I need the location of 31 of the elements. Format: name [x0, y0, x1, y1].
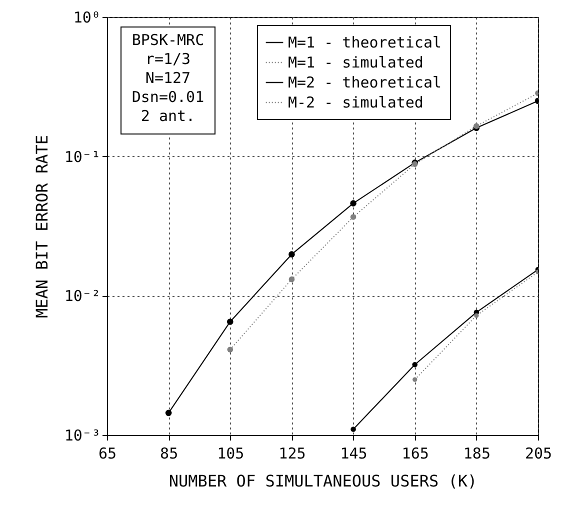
- y-tick-label: 10⁰: [73, 8, 100, 26]
- legend-label: M-2 - simulated: [288, 94, 424, 112]
- point: [226, 318, 234, 325]
- point: [350, 200, 356, 206]
- x-tick-label: 85: [160, 444, 178, 462]
- y-tick-label: 10⁻³: [64, 426, 100, 444]
- y-axis-title: MEAN BIT ERROR RATE: [32, 134, 52, 318]
- x-axis-title: NUMBER OF SIMULTANEOUS USERS (K): [168, 472, 478, 490]
- y-tick-label: 10⁻¹: [64, 148, 100, 166]
- x-tick-label: 205: [524, 444, 552, 462]
- point: [412, 377, 418, 382]
- point: [350, 214, 356, 220]
- point: [227, 346, 234, 353]
- legend-label: M=2 - theoretical: [288, 74, 442, 92]
- point: [350, 426, 356, 432]
- legend-label: M=1 - theoretical: [288, 34, 442, 52]
- x-tick-label: 185: [463, 444, 490, 462]
- point: [474, 313, 479, 318]
- x-tick-label: 65: [98, 444, 117, 462]
- x-tick-label: 105: [217, 444, 244, 462]
- point: [288, 251, 295, 258]
- point: [288, 276, 295, 282]
- annotation: BPSK-MRC r=1/3 N=127 Dsn=0.01 2 ant.: [132, 31, 204, 125]
- x-tick-label: 145: [340, 444, 368, 462]
- x-tick-label: 125: [278, 444, 306, 462]
- point: [474, 123, 480, 129]
- legend-label: M=1 - simulated: [288, 54, 424, 72]
- point: [412, 362, 418, 368]
- x-tick-label: 165: [402, 444, 429, 462]
- point: [165, 410, 172, 416]
- y-tick-label: 10⁻²: [64, 287, 100, 306]
